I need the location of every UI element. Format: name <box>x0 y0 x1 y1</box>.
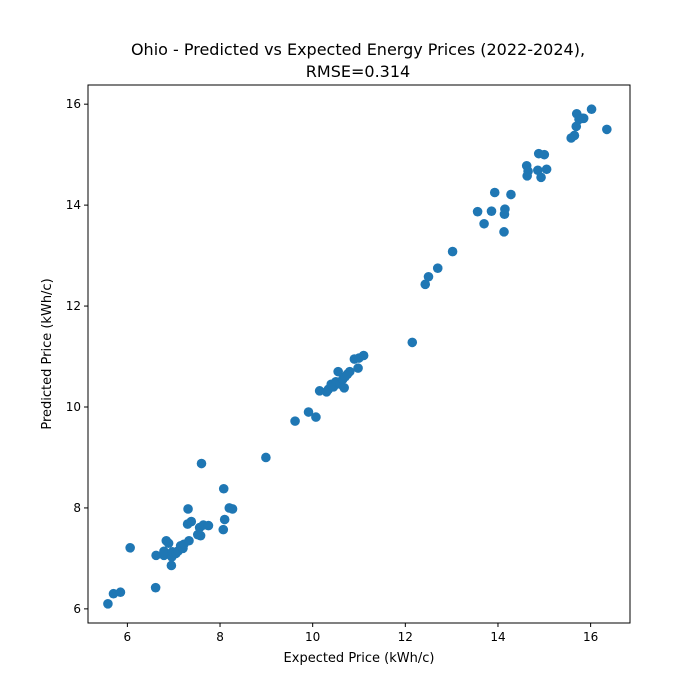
data-point <box>195 530 206 541</box>
data-point <box>115 587 126 598</box>
data-point <box>447 246 458 257</box>
chart-title-line2: RMSE=0.314 <box>306 62 410 81</box>
plot-area-frame <box>87 84 631 624</box>
data-point <box>218 524 229 535</box>
data-point <box>339 383 349 393</box>
data-point <box>407 337 418 348</box>
data-point <box>578 113 589 124</box>
data-point <box>219 514 230 525</box>
data-point <box>125 543 135 553</box>
data-point <box>150 582 161 593</box>
data-point <box>183 504 193 514</box>
data-point <box>166 560 177 571</box>
data-point <box>586 104 597 115</box>
data-point <box>479 218 489 229</box>
data-point <box>344 366 355 377</box>
axis-ticks: 6 8 10 12 14 16 6 8 10 12 14 16 <box>66 97 599 644</box>
data-point <box>184 535 194 546</box>
data-point <box>420 279 431 290</box>
data-point <box>333 366 343 377</box>
data-point <box>486 206 497 216</box>
data-point <box>358 350 369 361</box>
y-tick-label: 10 <box>66 400 81 414</box>
data-point <box>472 206 483 217</box>
y-tick-label: 6 <box>73 602 81 616</box>
data-point <box>196 458 207 469</box>
data-point <box>227 504 238 514</box>
data-point <box>523 166 533 177</box>
data-point <box>432 263 443 274</box>
data-point <box>203 520 214 531</box>
data-point <box>423 271 434 282</box>
data-point <box>186 516 197 527</box>
x-tick-label: 12 <box>398 630 413 644</box>
data-point <box>151 550 161 561</box>
data-point <box>303 407 314 417</box>
y-tick-label: 16 <box>66 97 81 111</box>
data-point <box>499 227 509 237</box>
x-axis-label: Expected Price (kWh/c) <box>284 651 435 666</box>
y-tick-label: 8 <box>73 501 81 515</box>
data-point <box>311 412 321 422</box>
x-tick-label: 14 <box>490 630 505 644</box>
y-tick-label: 12 <box>66 299 81 313</box>
x-tick-label: 10 <box>305 630 320 644</box>
x-tick-label: 8 <box>216 630 224 644</box>
data-point <box>602 124 612 135</box>
data-point <box>539 149 550 160</box>
x-tick-label: 6 <box>124 630 132 644</box>
y-axis-label: Predicted Price (kWh/c) <box>40 278 55 429</box>
data-point <box>218 483 229 494</box>
data-point <box>541 164 552 175</box>
data-point <box>261 452 271 463</box>
data-points <box>103 104 612 609</box>
chart-title-line1: Ohio - Predicted vs Expected Energy Pric… <box>131 40 585 59</box>
data-point <box>353 363 363 373</box>
data-point <box>506 189 516 200</box>
data-point <box>489 187 500 198</box>
data-point <box>290 416 300 426</box>
data-point <box>500 204 510 214</box>
data-point <box>569 130 580 141</box>
data-point <box>536 172 546 183</box>
data-point <box>163 538 174 549</box>
y-tick-label: 14 <box>66 198 81 212</box>
data-point <box>103 599 113 609</box>
x-tick-label: 16 <box>583 630 598 644</box>
data-point <box>159 546 169 557</box>
